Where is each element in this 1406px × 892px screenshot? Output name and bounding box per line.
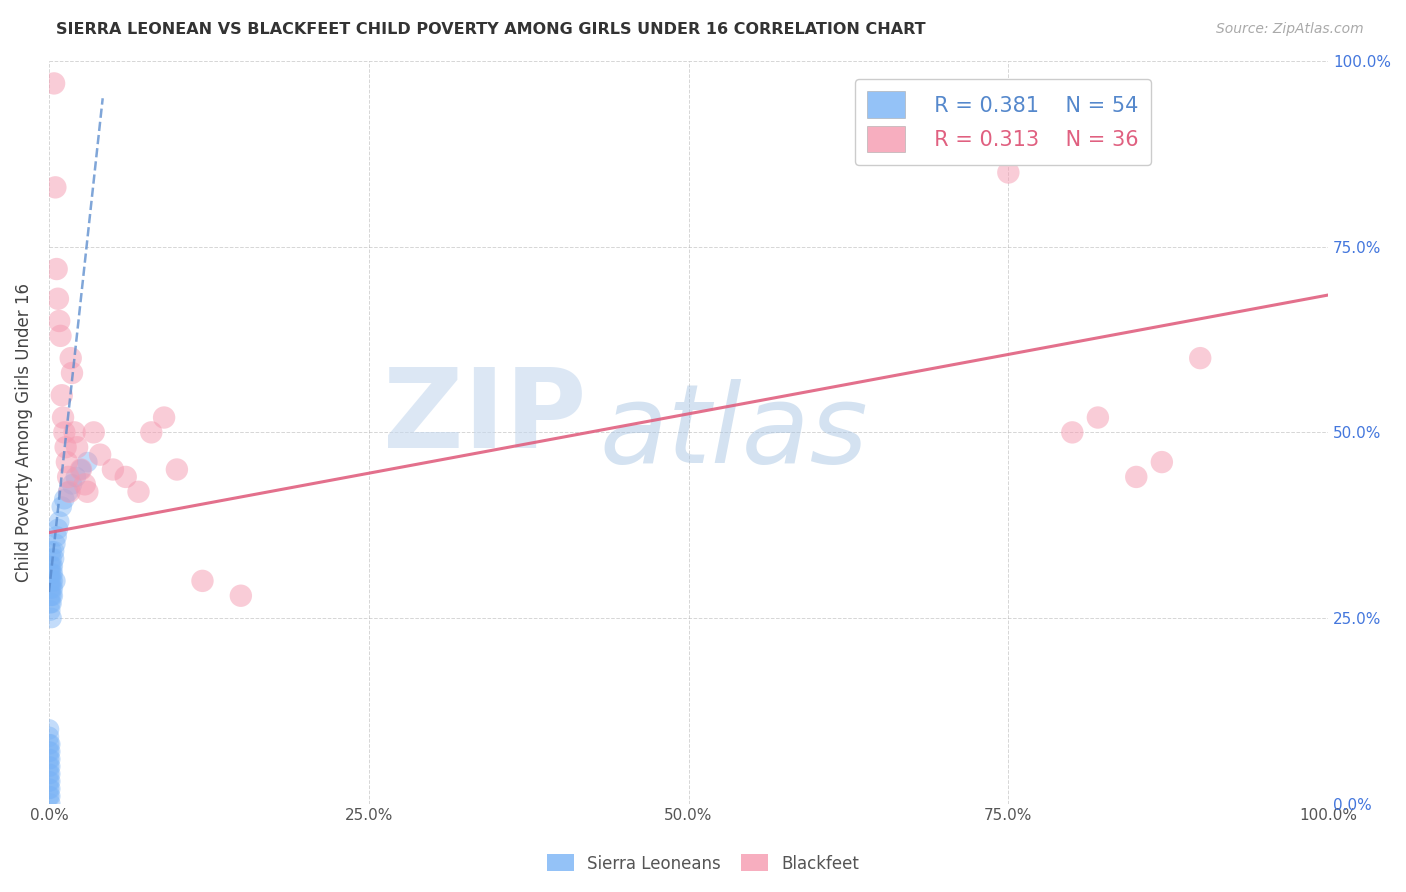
Point <box>39 781 62 796</box>
Point <box>56 470 79 484</box>
Point <box>42 551 65 566</box>
Point <box>166 462 188 476</box>
Point <box>1125 470 1147 484</box>
Point <box>44 574 66 588</box>
Point <box>42 544 65 558</box>
Point <box>38 781 60 796</box>
Point <box>45 529 67 543</box>
Point <box>38 759 60 773</box>
Point <box>128 484 150 499</box>
Point <box>39 596 62 610</box>
Point <box>44 537 66 551</box>
Point <box>39 789 62 804</box>
Point <box>39 574 62 588</box>
Point <box>997 165 1019 179</box>
Point <box>53 425 76 440</box>
Point <box>1150 455 1173 469</box>
Point <box>42 566 65 581</box>
Point <box>42 574 65 588</box>
Point <box>44 180 66 194</box>
Point <box>42 559 65 574</box>
Point <box>41 559 63 574</box>
Point <box>48 515 70 529</box>
Point <box>60 366 83 380</box>
Point <box>41 596 63 610</box>
Text: ZIP: ZIP <box>382 364 586 471</box>
Point <box>41 574 63 588</box>
Point <box>1062 425 1084 440</box>
Point <box>42 589 65 603</box>
Point <box>73 477 96 491</box>
Point <box>39 737 62 751</box>
Point <box>39 745 62 759</box>
Point <box>191 574 214 588</box>
Point <box>39 752 62 766</box>
Point <box>153 410 176 425</box>
Point <box>41 551 63 566</box>
Point <box>63 425 86 440</box>
Point <box>56 455 79 469</box>
Point <box>76 455 98 469</box>
Point <box>38 723 60 737</box>
Point <box>66 440 89 454</box>
Point <box>39 774 62 789</box>
Legend: Sierra Leoneans, Blackfeet: Sierra Leoneans, Blackfeet <box>540 847 866 880</box>
Point <box>1189 351 1212 365</box>
Point <box>52 410 75 425</box>
Point <box>39 582 62 596</box>
Point <box>60 477 83 491</box>
Point <box>89 448 111 462</box>
Point <box>83 425 105 440</box>
Point <box>38 774 60 789</box>
Point <box>39 589 62 603</box>
Point <box>76 484 98 499</box>
Point <box>41 589 63 603</box>
Point <box>39 767 62 781</box>
Point <box>49 329 72 343</box>
Point <box>58 484 80 499</box>
Point <box>65 470 87 484</box>
Point <box>38 745 60 759</box>
Point <box>141 425 163 440</box>
Point <box>56 484 79 499</box>
Point <box>70 462 93 476</box>
Text: SIERRA LEONEAN VS BLACKFEET CHILD POVERTY AMONG GIRLS UNDER 16 CORRELATION CHART: SIERRA LEONEAN VS BLACKFEET CHILD POVERT… <box>56 22 927 37</box>
Point <box>45 262 67 277</box>
Point <box>48 314 70 328</box>
Point <box>59 351 82 365</box>
Point <box>41 544 63 558</box>
Point <box>51 388 73 402</box>
Text: atlas: atlas <box>599 379 868 486</box>
Point <box>41 611 63 625</box>
Point <box>39 604 62 618</box>
Legend:   R = 0.381    N = 54,   R = 0.313    N = 36: R = 0.381 N = 54, R = 0.313 N = 36 <box>855 79 1152 165</box>
Point <box>41 566 63 581</box>
Text: Source: ZipAtlas.com: Source: ZipAtlas.com <box>1216 22 1364 37</box>
Point <box>1087 410 1109 425</box>
Point <box>39 566 62 581</box>
Point <box>53 492 76 507</box>
Point <box>38 752 60 766</box>
Point <box>38 767 60 781</box>
Point <box>42 582 65 596</box>
Point <box>39 797 62 811</box>
Point <box>42 77 65 91</box>
Point <box>55 440 77 454</box>
Point <box>46 292 69 306</box>
Point <box>38 789 60 804</box>
Y-axis label: Child Poverty Among Girls Under 16: Child Poverty Among Girls Under 16 <box>15 283 32 582</box>
Point <box>70 462 93 476</box>
Point <box>46 522 69 536</box>
Point <box>39 559 62 574</box>
Point <box>38 730 60 744</box>
Point <box>229 589 252 603</box>
Point <box>51 500 73 514</box>
Point <box>101 462 124 476</box>
Point <box>38 737 60 751</box>
Point <box>41 582 63 596</box>
Point <box>39 759 62 773</box>
Point <box>114 470 136 484</box>
